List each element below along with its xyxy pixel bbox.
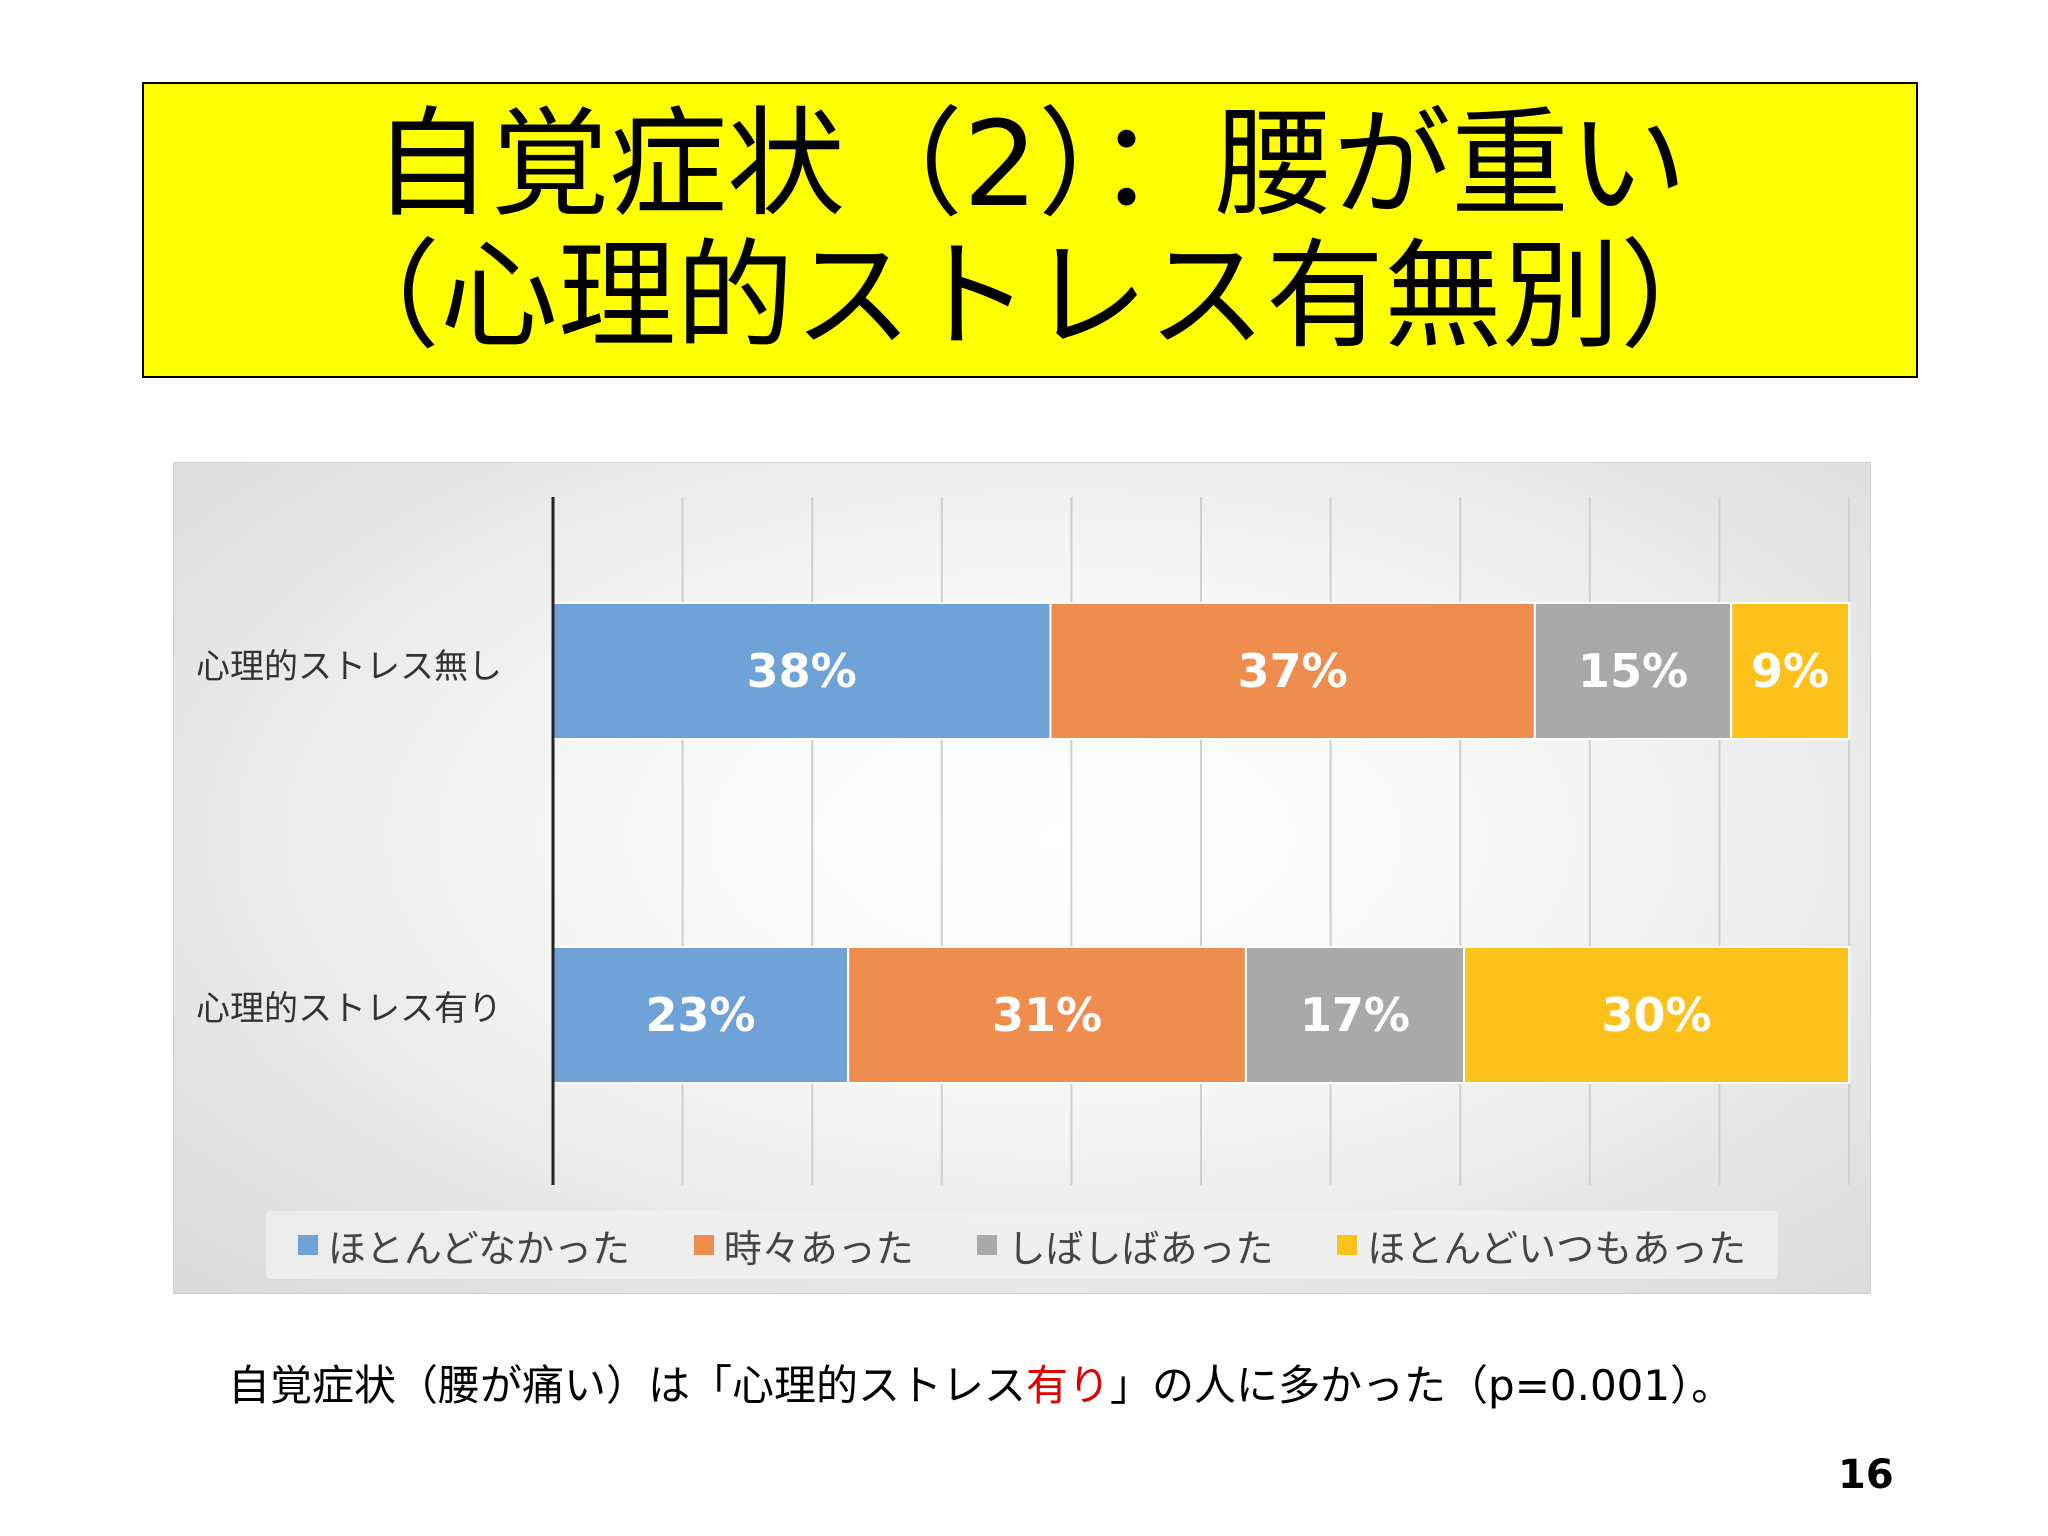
bar-segment [552, 602, 1052, 740]
bars [552, 602, 1851, 1084]
data-label: 38% [747, 644, 857, 698]
legend-swatch [693, 1235, 714, 1255]
data-label: 31% [992, 988, 1102, 1042]
title-banner: 自覚症状（2）：腰が重い （心理的ストレス有無別） [142, 82, 1918, 378]
legend: ほとんどなかった 時々あった しばしばあった ほとんどいつもあった [266, 1211, 1778, 1279]
data-label: 17% [1300, 988, 1410, 1042]
legend-swatch [977, 1235, 998, 1255]
legend-label: 時々あった [723, 1226, 914, 1271]
legend-item-sometimes: 時々あった [693, 1218, 914, 1273]
data-label: 9% [1751, 644, 1829, 698]
stacked-bar-chart: 38% 37% 15% 9% 23% 31% 17% 30% [551, 497, 1851, 1185]
data-label: 23% [646, 988, 756, 1042]
category-label-no-stress: 心理的ストレス無し [196, 647, 502, 687]
legend-label: ほとんどいつもあった [1367, 1226, 1747, 1271]
note-text-before: 自覚症状（腰が痛い）は「心理的ストレス [228, 1361, 1027, 1410]
legend-item-almost-always: ほとんどいつもあった [1337, 1218, 1746, 1273]
legend-swatch [297, 1235, 318, 1255]
category-label-stress: 心理的ストレス有り [196, 989, 502, 1029]
bar-labels: 38% 37% 15% 9% 23% 31% 17% 30% [646, 644, 1830, 1042]
conclusion-note: 自覚症状（腰が痛い）は「心理的ストレス有り」の人に多かった（p=0.001）。 [228, 1352, 1733, 1413]
bar-segment [1463, 946, 1851, 1084]
title-line-2: （心理的ストレス有無別） [321, 227, 1738, 365]
bar-segment [1533, 602, 1733, 740]
bar-segment [847, 946, 1247, 1084]
chart-area: 心理的ストレス無し 心理的ストレス有り 38% 37% 15% 9% 23% 31% 17%… [173, 462, 1871, 1294]
legend-item-rarely: ほとんどなかった [297, 1218, 630, 1273]
note-text-after: 」の人に多かった（p=0.001）。 [1110, 1361, 1734, 1410]
data-label: 15% [1578, 644, 1688, 698]
note-highlight: 有り [1026, 1361, 1111, 1410]
legend-label: ほとんどなかった [327, 1226, 630, 1271]
title-line-1: 自覚症状（2）：腰が重い [372, 95, 1688, 233]
legend-item-often: しばしばあった [977, 1218, 1273, 1273]
bar-segment [1244, 946, 1466, 1084]
data-label: 30% [1601, 988, 1711, 1042]
data-label: 37% [1238, 644, 1348, 698]
bar-segment [1049, 602, 1536, 740]
bar-segment [1730, 602, 1850, 740]
page-number: 16 [1838, 1452, 1894, 1498]
legend-swatch [1337, 1235, 1358, 1255]
legend-label: しばしばあった [1007, 1226, 1274, 1271]
